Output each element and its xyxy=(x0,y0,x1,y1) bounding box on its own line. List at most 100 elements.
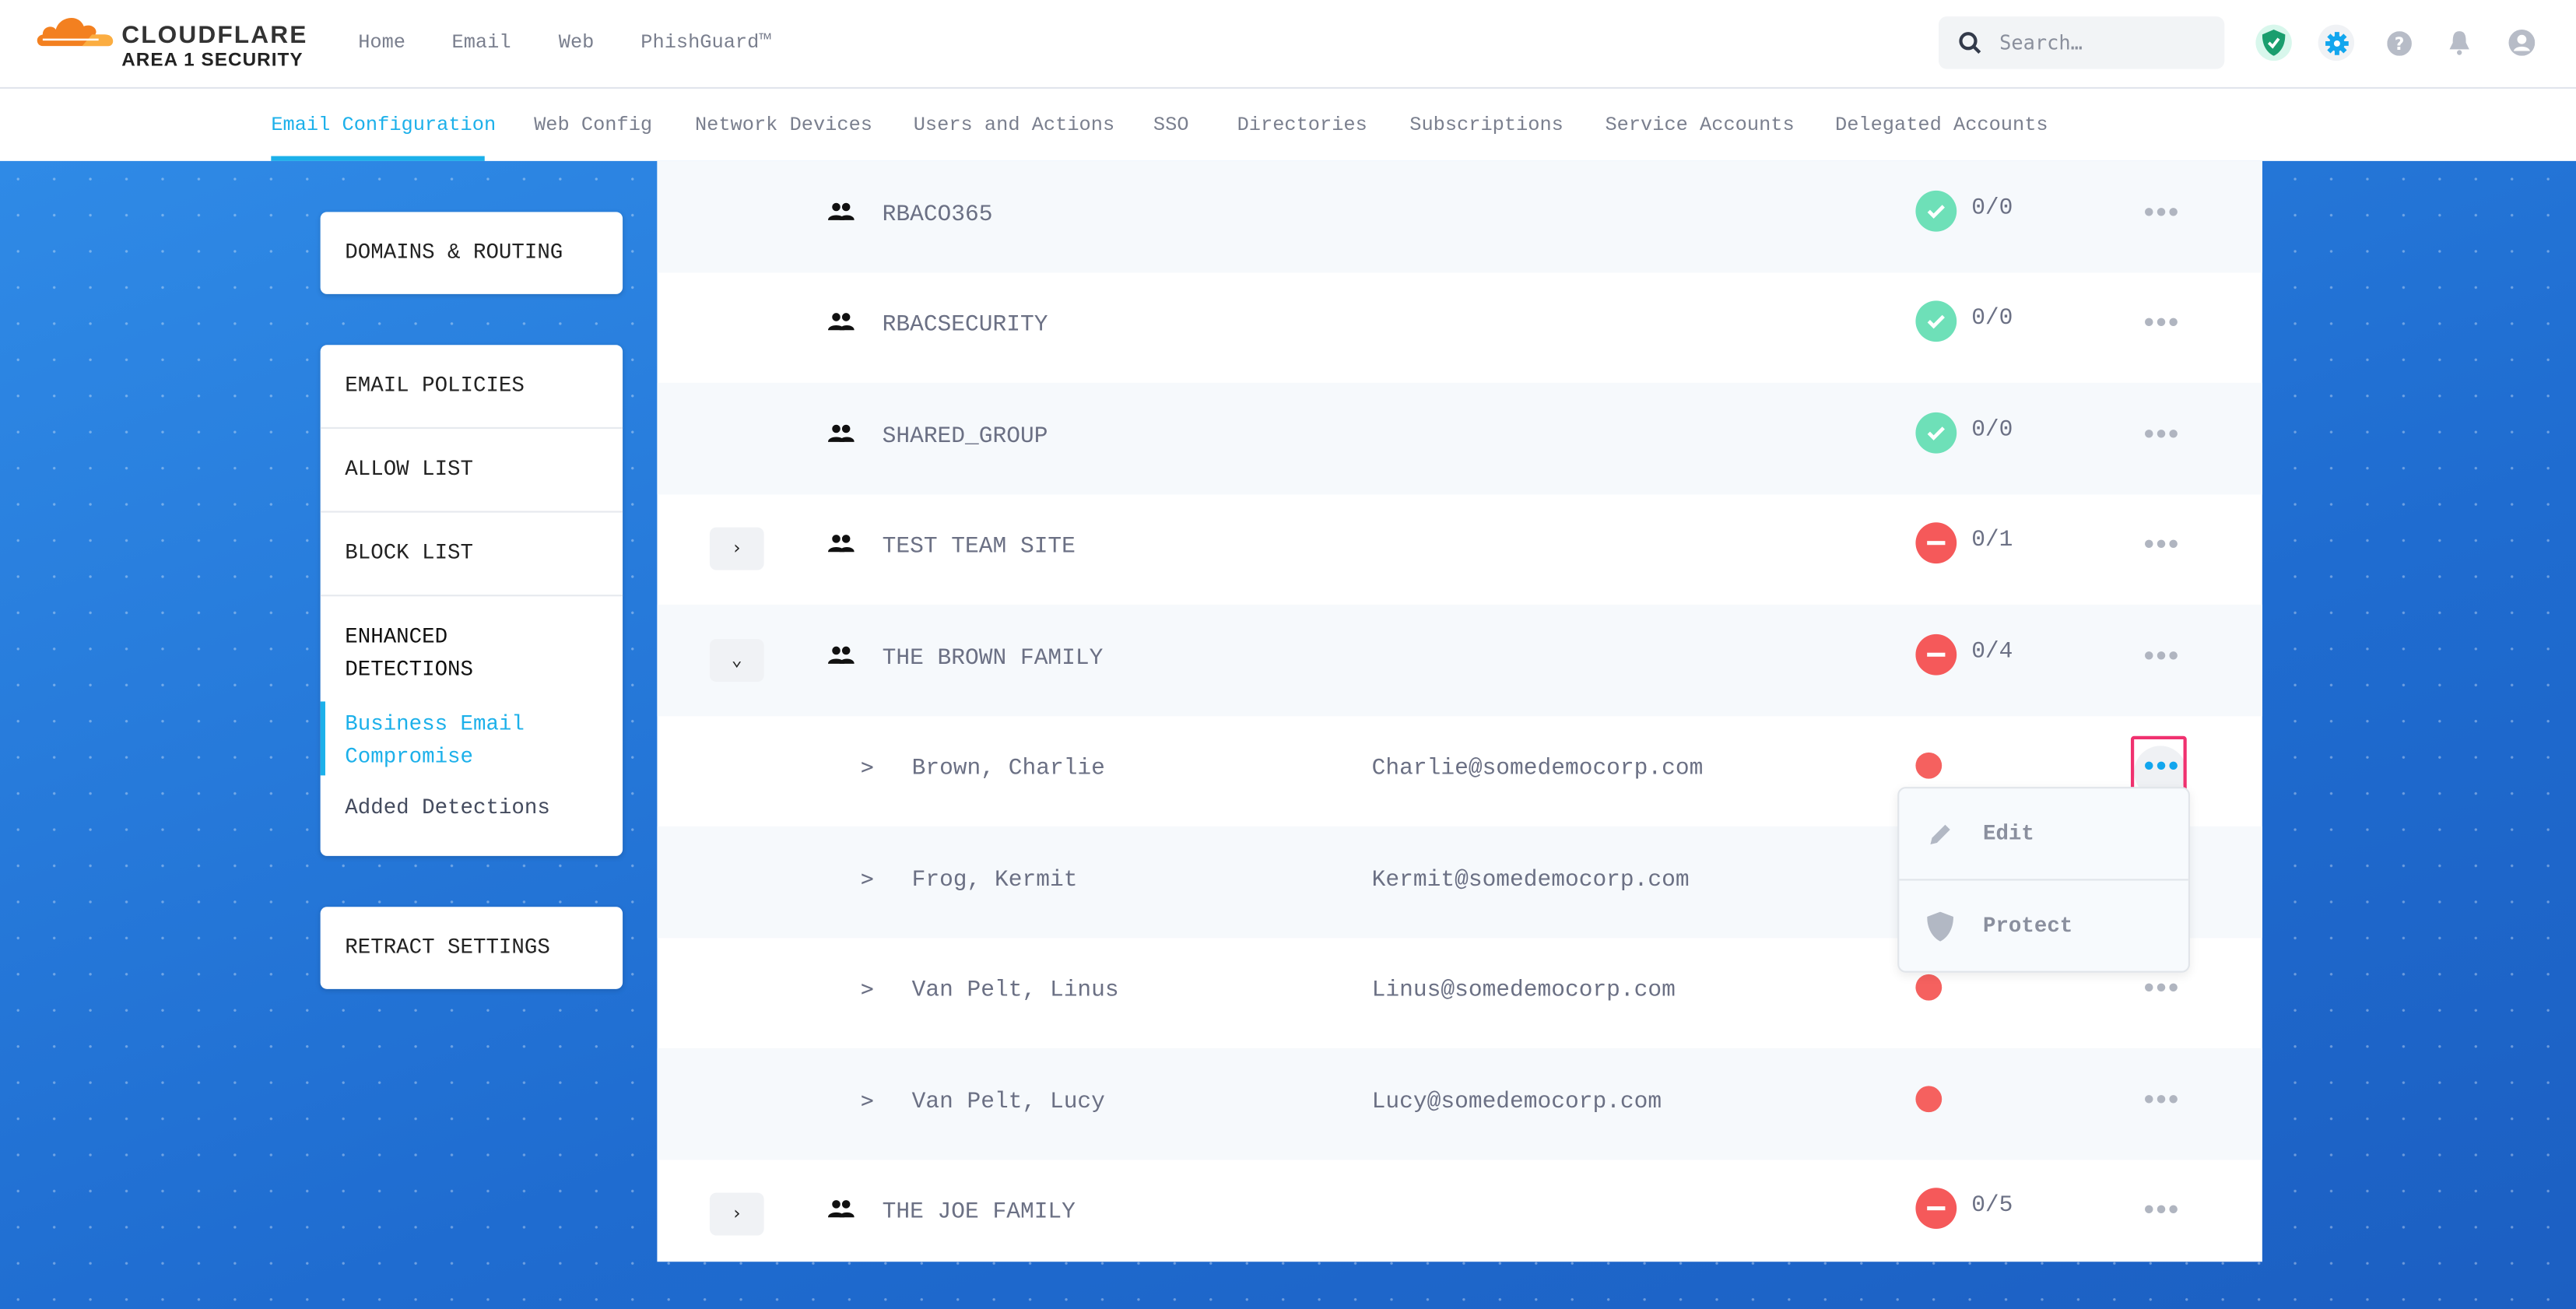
bec-line-2: Compromise xyxy=(345,744,474,769)
check-circle-icon xyxy=(1915,412,1957,454)
brand-subtitle: AREA 1 SECURITY xyxy=(121,51,304,71)
tab-network-devices[interactable]: Network Devices xyxy=(694,113,873,137)
sidebar-card-retract[interactable]: RETRACT SETTINGS xyxy=(320,907,623,989)
user-icon[interactable] xyxy=(2504,25,2539,61)
more-options-button[interactable]: ••• xyxy=(2142,421,2180,448)
enhanced-line-2: DETECTIONS xyxy=(345,657,474,683)
tab-users-and-actions[interactable]: Users and Actions xyxy=(913,113,1115,137)
sidebar-item-business-email-compromise[interactable]: Business Email Compromise xyxy=(345,708,525,774)
sidebar-card-domains[interactable]: DOMAINS & ROUTING xyxy=(320,212,623,294)
search-icon xyxy=(1959,32,1981,54)
minus-circle-icon xyxy=(1915,633,1957,676)
bec-line-1: Business Email xyxy=(345,711,525,736)
nav-home[interactable]: Home xyxy=(358,31,406,54)
member-row[interactable]: > Van Pelt, Lucy Lucy@somedemocorp.com ••• xyxy=(657,1048,2262,1160)
group-icon xyxy=(827,197,855,228)
cloudflare-logo-icon xyxy=(37,18,114,47)
sidebar-item-enhanced-detections[interactable]: ENHANCED DETECTIONS xyxy=(345,621,473,686)
highlight-box xyxy=(2130,735,2187,792)
search-placeholder: Search… xyxy=(1999,31,2083,54)
tab-web-config[interactable]: Web Config xyxy=(534,113,653,137)
protected-count: 0/0 xyxy=(1971,306,2013,332)
expand-button[interactable]: › xyxy=(709,528,764,571)
tab-delegated-accounts[interactable]: Delegated Accounts xyxy=(1834,113,2048,137)
status-dot xyxy=(1915,974,1943,1002)
sidebar-item-retract-settings[interactable]: RETRACT SETTINGS xyxy=(345,935,550,960)
expand-member-icon[interactable]: > xyxy=(861,867,874,892)
more-options-button[interactable]: ••• xyxy=(2142,200,2180,226)
shield-icon xyxy=(1927,911,1953,942)
tab-sso[interactable]: SSO xyxy=(1153,113,1189,137)
tab-service-accounts[interactable]: Service Accounts xyxy=(1605,113,1795,137)
sub-navigation: Email Configuration Web Config Network D… xyxy=(0,88,2576,161)
member-email: Charlie@somedemocorp.com xyxy=(1371,756,1704,783)
group-row[interactable]: SHARED_GROUP 0/0 ••• xyxy=(657,382,2262,494)
expand-button[interactable]: › xyxy=(709,1193,764,1236)
pencil-icon xyxy=(1930,824,1950,845)
nav-phishguard[interactable]: PhishGuard™ xyxy=(640,31,771,54)
help-icon[interactable]: ? xyxy=(2381,25,2416,61)
group-row[interactable]: RBACSECURITY 0/0 ••• xyxy=(657,272,2262,382)
active-item-indicator xyxy=(320,701,325,776)
sidebar-item-allow-list[interactable]: ALLOW LIST xyxy=(345,456,474,482)
member-email: Lucy@somedemocorp.com xyxy=(1371,1089,1662,1115)
more-options-button[interactable]: ••• xyxy=(2142,532,2180,560)
shield-check-icon[interactable] xyxy=(2255,24,2292,61)
search-input[interactable]: Search… xyxy=(1938,16,2225,69)
tab-subscriptions[interactable]: Subscriptions xyxy=(1409,113,1563,137)
sidebar-item-email-policies[interactable]: EMAIL POLICIES xyxy=(345,373,525,398)
top-header: CLOUDFLARE AREA 1 SECURITY Home Email We… xyxy=(0,0,2576,89)
tab-email-configuration[interactable]: Email Configuration xyxy=(271,113,497,137)
group-row[interactable]: › THE JOE FAMILY 0/5 ••• xyxy=(657,1159,2262,1269)
more-options-button[interactable]: ••• xyxy=(2142,976,2180,1003)
groups-table: RBACO365 0/0 ••• RBACSECURITY 0/0 ••• SHARED_G… xyxy=(657,160,2262,1262)
brand-name: CLOUDFLARE xyxy=(121,21,308,50)
group-icon xyxy=(827,307,855,339)
expand-member-icon[interactable]: > xyxy=(861,1089,874,1114)
sidebar-item-block-list[interactable]: BLOCK LIST xyxy=(345,540,474,566)
member-row[interactable]: > Van Pelt, Linus Linus@somedemocorp.com ••… xyxy=(657,937,2262,1048)
expand-member-icon[interactable]: > xyxy=(861,756,874,781)
more-options-button[interactable]: ••• xyxy=(2142,311,2180,338)
protected-count: 0/4 xyxy=(1971,638,2013,665)
tab-directories[interactable]: Directories xyxy=(1237,113,1367,137)
protected-count: 0/1 xyxy=(1971,528,2013,554)
active-tab-indicator xyxy=(271,156,485,161)
nav-web[interactable]: Web xyxy=(558,31,595,54)
more-options-button[interactable]: ••• xyxy=(2142,754,2180,781)
nav-email[interactable]: Email xyxy=(451,31,511,54)
enhanced-line-1: ENHANCED xyxy=(345,624,448,649)
group-name: RBACO365 xyxy=(882,202,993,228)
status-dot xyxy=(1915,753,1943,780)
group-icon xyxy=(827,640,855,672)
collapse-button[interactable]: ⌄ xyxy=(709,638,764,682)
menu-protect-label: Protect xyxy=(1982,913,2073,939)
bell-icon[interactable] xyxy=(2441,25,2477,61)
sidebar-item-domains-routing[interactable]: DOMAINS & ROUTING xyxy=(345,240,563,265)
group-row[interactable]: RBACO365 0/0 ••• xyxy=(657,160,2262,272)
more-options-button[interactable]: ••• xyxy=(2142,643,2180,670)
expand-member-icon[interactable]: > xyxy=(861,977,874,1003)
menu-item-protect[interactable]: Protect xyxy=(1899,880,2188,970)
check-circle-icon xyxy=(1915,300,1957,342)
group-name: THE JOE FAMILY xyxy=(882,1199,1076,1227)
more-options-button[interactable]: ••• xyxy=(2142,1086,2180,1114)
menu-item-edit[interactable]: Edit xyxy=(1899,788,2188,881)
minus-circle-icon xyxy=(1915,1188,1957,1230)
gear-icon[interactable] xyxy=(2318,24,2355,61)
group-name: TEST TEAM SITE xyxy=(882,534,1076,561)
group-name: SHARED_GROUP xyxy=(882,423,1048,450)
member-email: Linus@somedemocorp.com xyxy=(1371,977,1676,1005)
protected-count: 0/0 xyxy=(1971,195,2013,222)
more-options-button[interactable]: ••• xyxy=(2142,1198,2180,1225)
svg-text:?: ? xyxy=(2394,34,2404,54)
group-name: RBACSECURITY xyxy=(882,312,1048,339)
member-name: Brown, Charlie xyxy=(911,756,1105,783)
sidebar-item-added-detections[interactable]: Added Detections xyxy=(345,795,550,820)
group-icon xyxy=(827,419,855,450)
check-circle-icon xyxy=(1915,190,1957,232)
member-name: Van Pelt, Lucy xyxy=(911,1089,1105,1115)
group-row[interactable]: › TEST TEAM SITE 0/1 ••• xyxy=(657,493,2262,604)
group-row[interactable]: ⌄ THE BROWN FAMILY 0/4 ••• xyxy=(657,604,2262,716)
protected-count: 0/5 xyxy=(1971,1193,2013,1220)
